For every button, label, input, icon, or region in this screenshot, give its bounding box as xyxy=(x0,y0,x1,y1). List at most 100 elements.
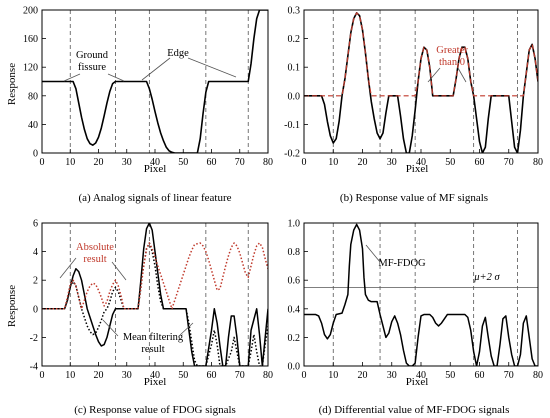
panel-a-xtick-label-30: 30 xyxy=(122,157,132,168)
panel-d-ytick-label-2: 0.4 xyxy=(288,304,301,315)
panel-c-xtick-label-30: 30 xyxy=(122,370,132,381)
panel-c-series-0-line xyxy=(42,223,268,366)
annotation-absolute: Absolute xyxy=(76,242,114,253)
panel-b-ytick-label-2: 0.0 xyxy=(288,91,301,102)
panel-b-series-1-line xyxy=(304,12,538,97)
panel-b-xtick-label-10: 10 xyxy=(328,157,338,168)
panel-b-xtick-label-40: 40 xyxy=(416,157,426,168)
arrow-edge-right xyxy=(187,57,237,78)
panel-a-xtick-label-60: 60 xyxy=(207,157,217,168)
arrow-greater-2 xyxy=(457,67,467,83)
annotation-fissure: fissure xyxy=(78,62,106,73)
panel-b: 0 10 20 30 40 50 60 70 80 -0.2 -0.1 0.0 0.1 0.2 0.3 Pi… xyxy=(284,6,543,205)
annotation-mf-fdog: MF-FDOG xyxy=(378,258,426,269)
panel-b-xlabel: Pixel xyxy=(406,163,429,175)
panel-b-xtick-label-30: 30 xyxy=(387,157,397,168)
annotation-edge: Edge xyxy=(167,48,189,59)
panel-c-xtick-label-40: 40 xyxy=(150,370,160,381)
panel-d-ytick-label-4: 0.8 xyxy=(288,247,301,258)
arrow-edge-left xyxy=(141,57,171,81)
panel-a-xlabel: Pixel xyxy=(144,163,167,175)
panel-b-xtick-label-70: 70 xyxy=(504,157,514,168)
panel-c-xtick-label-50: 50 xyxy=(178,370,188,381)
annotation-mean-result: result xyxy=(141,344,164,355)
panel-a-ytick-label-1: 40 xyxy=(28,120,38,131)
panel-a-xtick-label-80: 80 xyxy=(263,157,273,168)
arrow-ground-right xyxy=(107,73,125,82)
panel-b-frame xyxy=(303,9,539,154)
panel-b-ytick-label-4: 0.2 xyxy=(288,34,301,45)
panel-b-annotation-arrows xyxy=(427,67,467,83)
panel-d-xtick-label-80: 80 xyxy=(533,370,543,381)
panel-b-xtick-label-50: 50 xyxy=(445,157,455,168)
panel-b-ytick-label-0: -0.2 xyxy=(284,149,300,160)
panel-c-xtick-label-70: 70 xyxy=(235,370,245,381)
panel-d-xtick-label-70: 70 xyxy=(504,370,514,381)
panel-d-xtick-label-0: 0 xyxy=(302,370,307,381)
panel-d: 0 10 20 30 40 50 60 70 80 0.0 0.2 0.4 0.6 0.8 1.0 Pixe… xyxy=(288,219,544,417)
panel-a-caption: (a) Analog signals of linear feature xyxy=(78,192,231,204)
panel-c-xtick-label-20: 20 xyxy=(94,370,104,381)
panel-d-ytick-label-3: 0.6 xyxy=(288,276,301,287)
panel-c-ylabel: Response xyxy=(6,285,18,327)
panel-d-caption: (d) Differential value of MF-FDOG signal… xyxy=(319,404,510,416)
panel-a-ytick-label-3: 120 xyxy=(23,63,38,74)
panel-d-frame xyxy=(303,222,539,367)
panel-c-plot: 0 10 20 30 40 50 60 70 80 -4 -2 0 2 4 6 xyxy=(30,219,273,382)
panel-c-xtick-label-60: 60 xyxy=(207,370,217,381)
panel-b-ytick-label-1: -0.1 xyxy=(284,120,300,131)
annotation-ground: Ground xyxy=(76,50,109,61)
panel-a-annotation-arrows xyxy=(63,57,237,82)
panel-d-ytick-label-0: 0.0 xyxy=(288,362,301,373)
panel-d-annotation-arrows xyxy=(365,244,381,263)
panel-a-ylabel: Response xyxy=(6,63,18,105)
panel-b-xtick-label-80: 80 xyxy=(533,157,543,168)
panel-c-xtick-label-10: 10 xyxy=(65,370,75,381)
panel-a-ytick-label-4: 160 xyxy=(23,34,38,45)
panel-d-series-0-line xyxy=(304,223,538,366)
panel-d-xtick-label-10: 10 xyxy=(328,370,338,381)
panel-a-ytick-label-2: 80 xyxy=(28,91,38,102)
panel-b-xtick-label-0: 0 xyxy=(302,157,307,168)
panel-b-ytick-label-5: 0.3 xyxy=(288,6,301,17)
panel-a-series-0-line xyxy=(42,10,268,153)
panel-c: 0 10 20 30 40 50 60 70 80 -4 -2 0 2 4 6 Pixel Response… xyxy=(6,219,273,417)
arrow-greater-1 xyxy=(427,67,441,83)
panel-d-plot: 0 10 20 30 40 50 60 70 80 0.0 0.2 0.4 0.6 0.8 1.0 xyxy=(288,219,544,382)
panel-c-xtick-label-80: 80 xyxy=(263,370,273,381)
arrow-ground-left xyxy=(63,73,81,82)
panel-a-xtick-label-0: 0 xyxy=(40,157,45,168)
panel-d-xtick-label-50: 50 xyxy=(445,370,455,381)
panel-c-annotation-arrows xyxy=(59,257,194,337)
panel-c-ytick-label-2: 0 xyxy=(33,304,38,315)
annotation-mean-filtering: Mean filtering xyxy=(123,332,184,343)
panel-b-xtick-label-60: 60 xyxy=(475,157,485,168)
annotation-absolute-result: result xyxy=(83,254,106,265)
panel-a-ytick-label-5: 200 xyxy=(23,6,38,17)
panel-b-ytick-label-3: 0.1 xyxy=(288,63,301,74)
panel-a-xtick-label-50: 50 xyxy=(178,157,188,168)
panel-a: 0 10 20 30 40 50 60 70 80 0 40 80 120 160 200 Pixel Re… xyxy=(6,6,273,205)
panel-d-ytick-label-5: 1.0 xyxy=(288,219,301,230)
panel-a-xtick-label-40: 40 xyxy=(150,157,160,168)
panel-c-ytick-label-0: -4 xyxy=(30,362,38,373)
panel-c-ytick-label-4: 4 xyxy=(33,247,38,258)
panel-b-xtick-label-20: 20 xyxy=(358,157,368,168)
panel-c-ytick-label-1: -2 xyxy=(30,333,38,344)
panel-c-ytick-label-3: 2 xyxy=(33,276,38,287)
panel-a-xtick-label-20: 20 xyxy=(94,157,104,168)
arrow-absolute-2 xyxy=(111,261,127,281)
panel-b-caption: (b) Response value of MF signals xyxy=(340,192,488,204)
panel-d-xtick-label-40: 40 xyxy=(416,370,426,381)
arrow-mean-1 xyxy=(102,319,119,337)
panel-d-xtick-label-20: 20 xyxy=(358,370,368,381)
annotation-than-zero: than 0 xyxy=(439,57,465,68)
arrow-absolute-1 xyxy=(59,257,77,279)
panel-b-plot: 0 10 20 30 40 50 60 70 80 -0.2 -0.1 0.0 0.1 0.2 0.3 xyxy=(284,6,543,169)
panel-c-ytick-label-5: 6 xyxy=(33,219,38,230)
panel-a-ytick-label-0: 0 xyxy=(33,149,38,160)
annotation-mu-2-sigma: μ+2 σ xyxy=(473,272,500,283)
panel-d-xlabel: Pixel xyxy=(406,376,429,388)
panel-d-xtick-label-60: 60 xyxy=(475,370,485,381)
